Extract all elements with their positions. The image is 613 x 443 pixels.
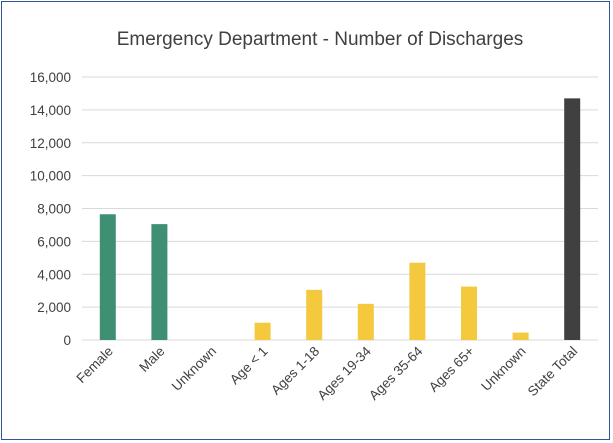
y-tick-label: 10,000: [30, 169, 71, 184]
y-tick-label: 14,000: [30, 103, 71, 118]
bar-unknown: [512, 332, 529, 340]
x-tick-label: Unknown: [478, 344, 528, 394]
y-tick-label: 6,000: [37, 234, 71, 249]
y-tick-label: 16,000: [30, 70, 71, 85]
gridlines: [82, 76, 598, 341]
bar-female: [99, 214, 116, 340]
x-tick-label: Age < 1: [227, 344, 271, 388]
x-tick-label: Ages 65+: [426, 343, 477, 394]
x-tick-label: Unknown: [169, 344, 219, 394]
y-tick-label: 0: [63, 333, 71, 348]
bar-state-total: [564, 98, 581, 341]
x-tick-label: Ages 19-34: [314, 343, 374, 403]
bar-age-1: [254, 322, 271, 340]
x-tick-label: Female: [73, 344, 115, 386]
bar-ages-19-34: [357, 303, 374, 340]
bars: [99, 98, 581, 341]
bar-male: [151, 224, 168, 340]
x-tick-label: Male: [136, 344, 167, 375]
bar-ages-1-18: [306, 289, 323, 340]
y-tick-label: 2,000: [37, 300, 71, 315]
x-tick-label: Ages 35-64: [366, 343, 426, 403]
y-tick-label: 12,000: [30, 136, 71, 151]
bar-ages-35-64: [409, 262, 426, 340]
chart-title: Emergency Department - Number of Dischar…: [117, 29, 524, 50]
bar-ages-65: [461, 286, 477, 340]
y-axis-tick-labels: 0 2,000 4,000 6,000 8,000 10,000 12,000 14,000 1…: [30, 70, 71, 348]
x-tick-label: State Total: [525, 344, 581, 400]
x-tick-label: Ages 1-18: [268, 344, 322, 398]
y-tick-label: 4,000: [37, 267, 71, 282]
y-tick-label: 8,000: [37, 202, 71, 217]
